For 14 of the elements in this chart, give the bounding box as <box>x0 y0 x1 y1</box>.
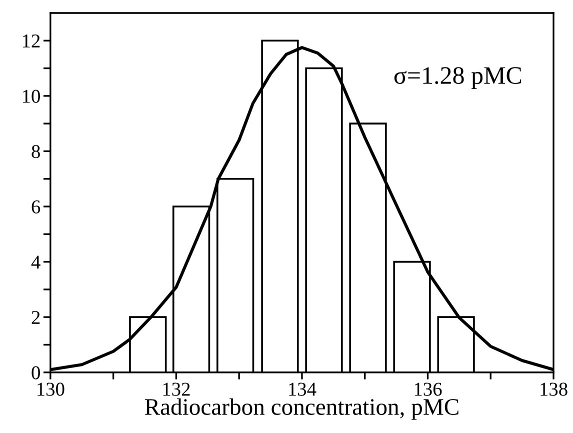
annotation: σ=1.28 pMC <box>394 67 522 90</box>
x-tick-label: 130 <box>38 382 64 396</box>
x-tick-label: 132 <box>163 382 190 396</box>
y-tick-label: 6 <box>32 200 40 214</box>
y-tick-label: 8 <box>32 145 40 158</box>
y-tick-label: 10 <box>22 90 40 103</box>
x-tick-label: 134 <box>289 382 316 396</box>
x-tick-label: 138 <box>540 382 568 396</box>
x-tick-label: 136 <box>414 382 442 396</box>
y-tick-label: 2 <box>32 310 40 324</box>
y-tick-label: 4 <box>31 256 40 269</box>
y-tick-label: 12 <box>22 34 40 48</box>
x-axis-title: Radiocarbon concentration, pMC <box>144 398 458 420</box>
y-tick-label: 0 <box>32 366 40 380</box>
